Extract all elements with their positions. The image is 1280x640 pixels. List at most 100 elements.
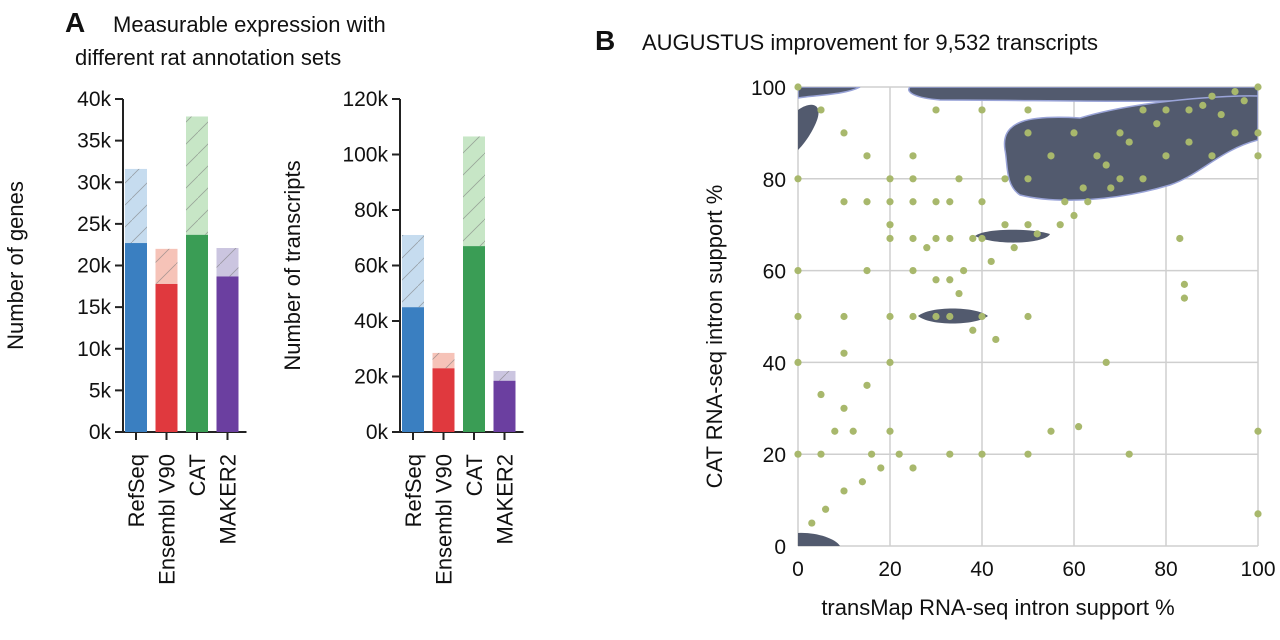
point	[794, 358, 802, 366]
point	[1231, 129, 1239, 137]
point	[863, 152, 871, 160]
point	[868, 450, 876, 458]
point	[794, 83, 802, 91]
point	[932, 276, 940, 284]
point	[1084, 198, 1092, 206]
point	[1176, 234, 1184, 243]
x-tick-label: 100	[1240, 558, 1275, 581]
point	[987, 257, 995, 266]
y-tick-label: 10k	[77, 338, 111, 361]
point	[909, 175, 917, 183]
point	[1102, 358, 1110, 366]
y-axis-label: Number of genes	[3, 181, 28, 350]
point	[886, 427, 894, 435]
panel-label: A	[65, 7, 85, 38]
point	[1093, 152, 1101, 160]
x-tick-label: 60	[1062, 558, 1085, 581]
point	[1254, 427, 1262, 435]
point	[946, 450, 954, 458]
point	[1199, 101, 1207, 109]
point	[1024, 450, 1032, 458]
point	[1180, 280, 1188, 288]
point	[969, 326, 977, 334]
chart-title: Measurable expression with	[113, 12, 386, 37]
bar-segment	[155, 283, 178, 432]
point	[794, 450, 802, 458]
point	[863, 381, 871, 389]
y-tick-label: 80	[763, 169, 786, 192]
point	[822, 505, 830, 513]
y-tick-label: 100	[751, 77, 786, 100]
point	[849, 427, 857, 435]
point	[909, 267, 917, 275]
grid	[797, 86, 1259, 547]
point	[1056, 221, 1064, 229]
point	[909, 312, 917, 321]
y-tick-label: 40k	[77, 88, 111, 111]
point	[886, 198, 894, 206]
point	[1185, 106, 1193, 114]
point	[817, 450, 825, 458]
point	[886, 221, 894, 229]
point	[1116, 175, 1124, 183]
y-tick-label: 0	[774, 536, 786, 559]
point	[840, 312, 848, 321]
point	[817, 106, 825, 114]
bar-segment	[186, 234, 208, 432]
x-tick-label: MAKER2	[493, 454, 518, 544]
point	[960, 267, 968, 275]
point	[932, 234, 940, 243]
point	[840, 198, 848, 206]
point	[1254, 83, 1262, 91]
y-tick-label: 25k	[77, 213, 111, 236]
y-axis-label: Number of transcripts	[280, 160, 305, 370]
point	[1061, 198, 1069, 206]
y-axis-label: CAT RNA-seq intron support %	[702, 185, 727, 489]
point	[1231, 87, 1239, 96]
y-tick-label: 120k	[342, 88, 388, 111]
point	[1240, 97, 1248, 105]
point	[840, 404, 848, 412]
x-tick-label: Ensembl V90	[432, 454, 457, 585]
point	[794, 312, 802, 321]
point	[1153, 120, 1161, 128]
y-tick-label: 40k	[354, 310, 388, 333]
bar-hatch	[493, 370, 516, 381]
bar-hatch	[432, 352, 455, 369]
point	[946, 198, 954, 206]
point	[1254, 129, 1262, 137]
point	[886, 234, 894, 243]
bar-hatch	[463, 136, 485, 247]
point	[1125, 450, 1133, 458]
point	[863, 267, 871, 275]
panel-label: B	[595, 25, 615, 56]
point	[969, 234, 977, 243]
y-tick-label: 0k	[366, 421, 389, 444]
point	[946, 312, 954, 321]
point	[858, 478, 867, 486]
y-tick-label: 20k	[354, 366, 388, 389]
y-tick-label: 30k	[77, 171, 111, 194]
point	[1070, 129, 1078, 137]
point	[978, 450, 986, 458]
point	[1139, 175, 1147, 183]
point	[946, 234, 954, 243]
point	[1024, 175, 1032, 183]
point	[1047, 152, 1055, 160]
point	[1162, 152, 1170, 160]
y-tick-label: 0k	[89, 421, 112, 444]
point	[932, 312, 940, 321]
y-tick-label: 20k	[77, 255, 111, 278]
y-tick-label: 100k	[342, 144, 388, 167]
bar-segment	[125, 243, 147, 432]
y-tick-label: 80k	[354, 199, 388, 222]
y-tick-label: 35k	[77, 130, 111, 153]
point	[1139, 106, 1147, 114]
x-tick-label: 20	[878, 558, 901, 581]
point	[1024, 129, 1032, 137]
point	[1010, 244, 1018, 252]
bar-segment	[432, 368, 455, 432]
point	[978, 312, 986, 321]
y-tick-label: 20	[763, 444, 786, 467]
